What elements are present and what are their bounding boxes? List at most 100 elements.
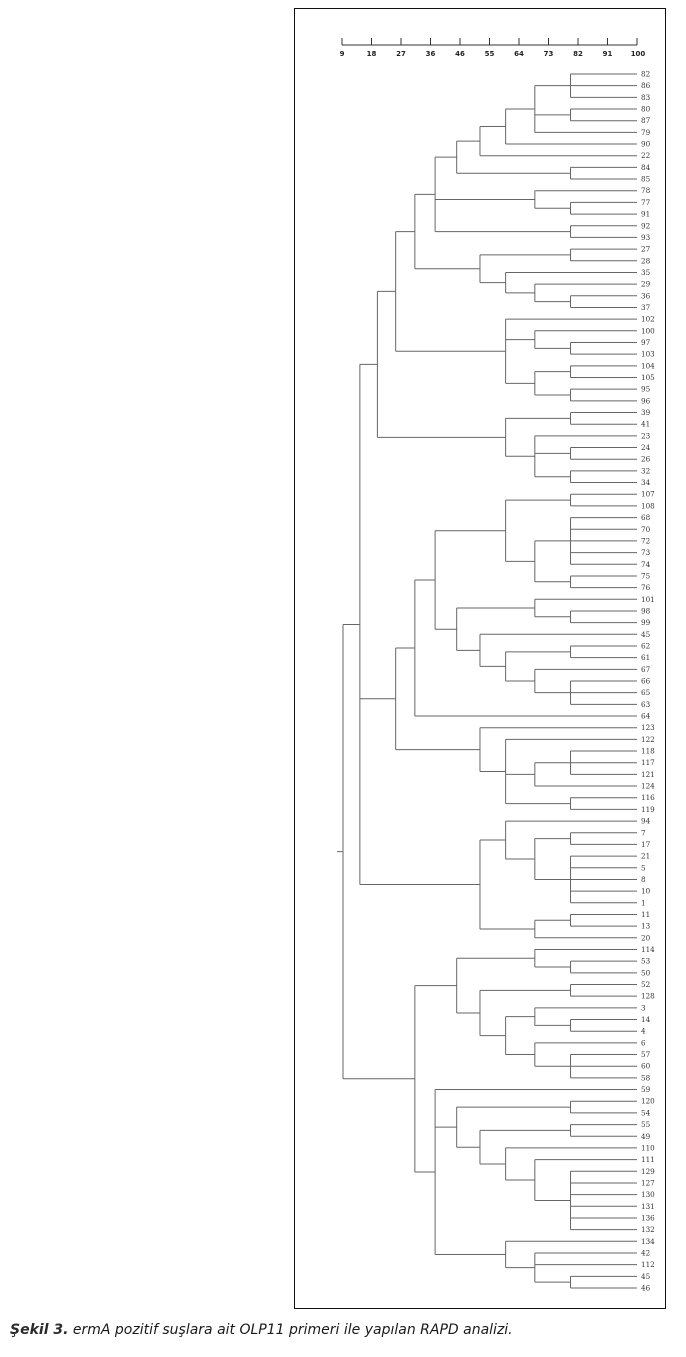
leaf-label: 91	[641, 210, 650, 219]
leaf-label: 103	[641, 350, 655, 359]
scale-tick-label: 91	[603, 50, 613, 58]
leaf-label: 36	[641, 291, 651, 300]
leaf-label: 8	[641, 875, 646, 884]
leaf-label: 95	[641, 385, 651, 394]
leaf-label: 45	[641, 1272, 651, 1281]
leaf-label: 90	[641, 140, 651, 149]
leaf-label: 72	[641, 536, 650, 545]
figure-caption: Şekil 3. ermA pozitif suşlara ait OLP11 …	[10, 1322, 680, 1338]
scale-tick-label: 9	[340, 50, 345, 58]
leaf-label: 41	[641, 420, 650, 429]
leaf-label: 20	[641, 933, 651, 942]
leaf-label: 5	[641, 863, 646, 872]
leaf-label: 118	[641, 747, 655, 756]
leaf-label: 100	[641, 326, 655, 335]
leaf-label: 46	[641, 1284, 651, 1293]
leaf-label: 21	[641, 852, 650, 861]
scale-tick-label: 100	[631, 50, 646, 58]
leaf-label: 98	[641, 606, 651, 615]
leaf-label: 35	[641, 268, 651, 277]
leaf-label: 105	[641, 373, 655, 382]
leaf-label: 10	[641, 887, 651, 896]
leaf-label: 63	[641, 700, 651, 709]
leaf-label: 86	[641, 81, 651, 90]
scale-tick-label: 27	[396, 50, 406, 58]
leaf-label: 75	[641, 571, 651, 580]
leaf-label: 84	[641, 163, 651, 172]
dendrogram-frame: 9 18 27 36 46 55 64 73 82 91 100 82 86 83 80 87 79 90 22 8…	[294, 8, 666, 1309]
leaf-label: 85	[641, 175, 651, 184]
leaf-label: 4	[641, 1027, 646, 1036]
leaf-label: 59	[641, 1085, 651, 1094]
leaf-label: 83	[641, 93, 651, 102]
leaf-label: 129	[641, 1167, 655, 1176]
leaf-label: 92	[641, 221, 650, 230]
leaf-label: 45	[641, 630, 651, 639]
leaf-label: 42	[641, 1248, 650, 1257]
leaf-label: 13	[641, 922, 651, 931]
leaf-label: 65	[641, 688, 651, 697]
leaf-label: 14	[641, 1015, 651, 1024]
leaf-label: 117	[641, 758, 655, 767]
leaf-label: 108	[641, 501, 655, 510]
leaf-label: 136	[641, 1213, 655, 1222]
caption-prefix: Şekil 3.	[10, 1322, 69, 1338]
dendrogram-branches	[337, 73, 637, 1289]
leaf-label: 24	[641, 443, 651, 452]
leaf-label: 55	[641, 1120, 651, 1129]
leaf-label: 50	[641, 968, 651, 977]
leaf-label: 87	[641, 116, 651, 125]
leaf-label: 112	[641, 1260, 655, 1269]
scale-tick-label: 36	[426, 50, 436, 58]
leaf-label: 11	[641, 910, 650, 919]
similarity-scale: 9 18 27 36 46 55 64 73 82 91 100	[340, 38, 646, 58]
leaf-label: 17	[641, 840, 651, 849]
leaf-label: 97	[641, 338, 651, 347]
leaf-label: 80	[641, 105, 651, 114]
leaf-label: 123	[641, 723, 655, 732]
scale-tick-label: 73	[544, 50, 554, 58]
leaf-label: 79	[641, 128, 651, 137]
leaf-label: 127	[641, 1178, 655, 1187]
leaf-label: 78	[641, 186, 651, 195]
leaf-label: 7	[641, 828, 646, 837]
leaf-labels: 8286838087799022848578779192932728352936…	[641, 70, 655, 1293]
scale-tick-label: 46	[455, 50, 465, 58]
leaf-label: 28	[641, 256, 651, 265]
leaf-label: 52	[641, 980, 650, 989]
leaf-label: 57	[641, 1050, 651, 1059]
leaf-label: 22	[641, 151, 650, 160]
leaf-label: 58	[641, 1073, 651, 1082]
leaf-label: 26	[641, 455, 651, 464]
leaf-label: 119	[641, 805, 655, 814]
leaf-label: 107	[641, 490, 655, 499]
leaf-label: 53	[641, 957, 651, 966]
leaf-label: 128	[641, 992, 655, 1001]
scale-tick-label: 18	[367, 50, 377, 58]
leaf-label: 27	[641, 245, 651, 254]
leaf-label: 61	[641, 653, 650, 662]
leaf-label: 62	[641, 641, 650, 650]
leaf-label: 66	[641, 677, 651, 686]
leaf-label: 120	[641, 1097, 655, 1106]
leaf-label: 134	[641, 1237, 655, 1246]
leaf-label: 82	[641, 70, 650, 79]
scale-tick-label: 82	[573, 50, 583, 58]
dendrogram-svg: 9 18 27 36 46 55 64 73 82 91 100 82868380877990228…	[337, 38, 655, 1293]
leaf-label: 23	[641, 431, 651, 440]
leaf-label: 131	[641, 1202, 655, 1211]
leaf-label: 76	[641, 583, 651, 592]
leaf-label: 99	[641, 618, 651, 627]
scale-tick-label: 55	[485, 50, 495, 58]
caption-text: ermA pozitif suşlara ait OLP11 primeri i…	[68, 1322, 513, 1338]
leaf-label: 34	[641, 478, 651, 487]
leaf-label: 116	[641, 793, 655, 802]
leaf-label: 54	[641, 1108, 651, 1117]
leaf-label: 64	[641, 712, 651, 721]
scale-tick-label: 64	[514, 50, 524, 58]
leaf-label: 3	[641, 1003, 646, 1012]
leaf-label: 93	[641, 233, 651, 242]
leaf-label: 124	[641, 782, 655, 791]
leaf-label: 39	[641, 408, 651, 417]
leaf-label: 110	[641, 1143, 655, 1152]
